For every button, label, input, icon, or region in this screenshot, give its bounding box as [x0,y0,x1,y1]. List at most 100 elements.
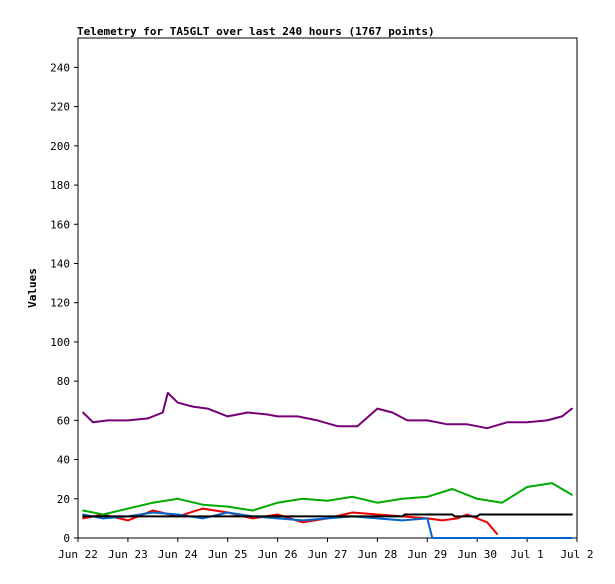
data-point [496,533,499,535]
x-tick-label: Jun 29 [407,548,447,561]
data-point [326,515,329,518]
data-point [376,515,379,518]
data-point [441,519,444,522]
data-point [446,423,449,426]
data-point [176,497,179,500]
data-point [246,411,249,414]
data-point [82,517,84,520]
data-point [376,501,379,504]
data-point [127,519,129,522]
data-point [376,407,379,410]
y-tick-label: 40 [57,454,70,467]
x-tick-label: Jul 2 [560,548,593,561]
data-point [82,513,84,516]
data-point [351,495,354,498]
data-point [401,515,404,518]
data-point [161,411,164,414]
data-point [151,511,154,514]
data-point [102,513,104,516]
data-point [127,507,129,510]
data-point [191,405,194,408]
data-point [226,511,229,514]
data-point [301,497,304,500]
data-point [301,521,304,524]
series-line-0 [82,507,498,535]
data-point [102,517,104,520]
y-axis-label: Values [26,268,39,308]
data-point [426,419,429,422]
series-layer [82,391,573,539]
data-point [551,482,553,484]
data-point [226,515,229,518]
x-tick-label: Jun 26 [258,548,298,561]
data-point [166,392,169,394]
data-point [151,501,154,504]
data-point [526,486,528,488]
data-point [151,509,154,512]
data-point [351,511,354,514]
data-point [201,517,204,520]
data-point [466,513,469,516]
x-tick-label: Jun 30 [457,548,497,561]
y-tick-label: 0 [63,532,70,545]
y-tick-label: 220 [50,101,70,114]
y-tick-label: 180 [50,179,70,192]
data-point [176,513,179,516]
data-point [251,517,254,520]
data-point [401,497,404,500]
data-point [336,425,339,428]
data-point [501,501,503,504]
data-point [376,513,379,516]
plot-frame [77,37,578,539]
data-point [107,419,109,422]
data-point [201,507,204,510]
series-line-3 [82,391,573,430]
data-point [276,515,279,518]
data-point [476,537,479,539]
x-tick-label: Jul 1 [511,548,544,561]
y-axis: 0 20 40 60 80 100 120 140 160 180 200 220 240 [50,61,78,545]
data-point [426,517,429,520]
data-point [316,419,319,422]
data-point [486,427,489,430]
data-point [453,515,456,518]
y-tick-label: 20 [57,493,70,506]
data-point [506,421,508,424]
data-point [546,419,548,422]
data-point [466,423,469,426]
data-point [276,513,279,516]
data-point [451,488,454,490]
data-point [266,413,269,416]
x-tick-label: Jun 23 [108,548,148,561]
y-tick-label: 80 [57,375,70,388]
y-tick-label: 120 [50,297,70,310]
data-point [476,515,479,518]
y-tick-label: 160 [50,218,70,231]
data-point [571,407,573,410]
data-point [403,513,406,516]
data-point [226,505,229,508]
data-point [561,415,563,418]
data-point [431,537,434,539]
data-point [251,509,254,512]
data-point [571,494,573,496]
series-line-1 [82,482,573,516]
data-point [201,503,204,506]
data-point [82,509,84,512]
data-point [276,517,279,520]
x-axis: Jun 22 Jun 23 Jun 24 Jun 25 Jun 26 Jun 27 Jun … [58,538,594,561]
y-tick-label: 100 [50,336,70,349]
data-point [406,419,409,422]
data-point [276,415,279,418]
data-point [82,515,84,518]
data-point [206,407,209,410]
data-point [571,537,573,539]
data-point [476,497,479,500]
data-point [147,417,149,420]
data-point [301,519,304,522]
x-tick-label: Jun 25 [208,548,248,561]
data-point [376,517,379,520]
x-tick-label: Jun 27 [308,548,348,561]
